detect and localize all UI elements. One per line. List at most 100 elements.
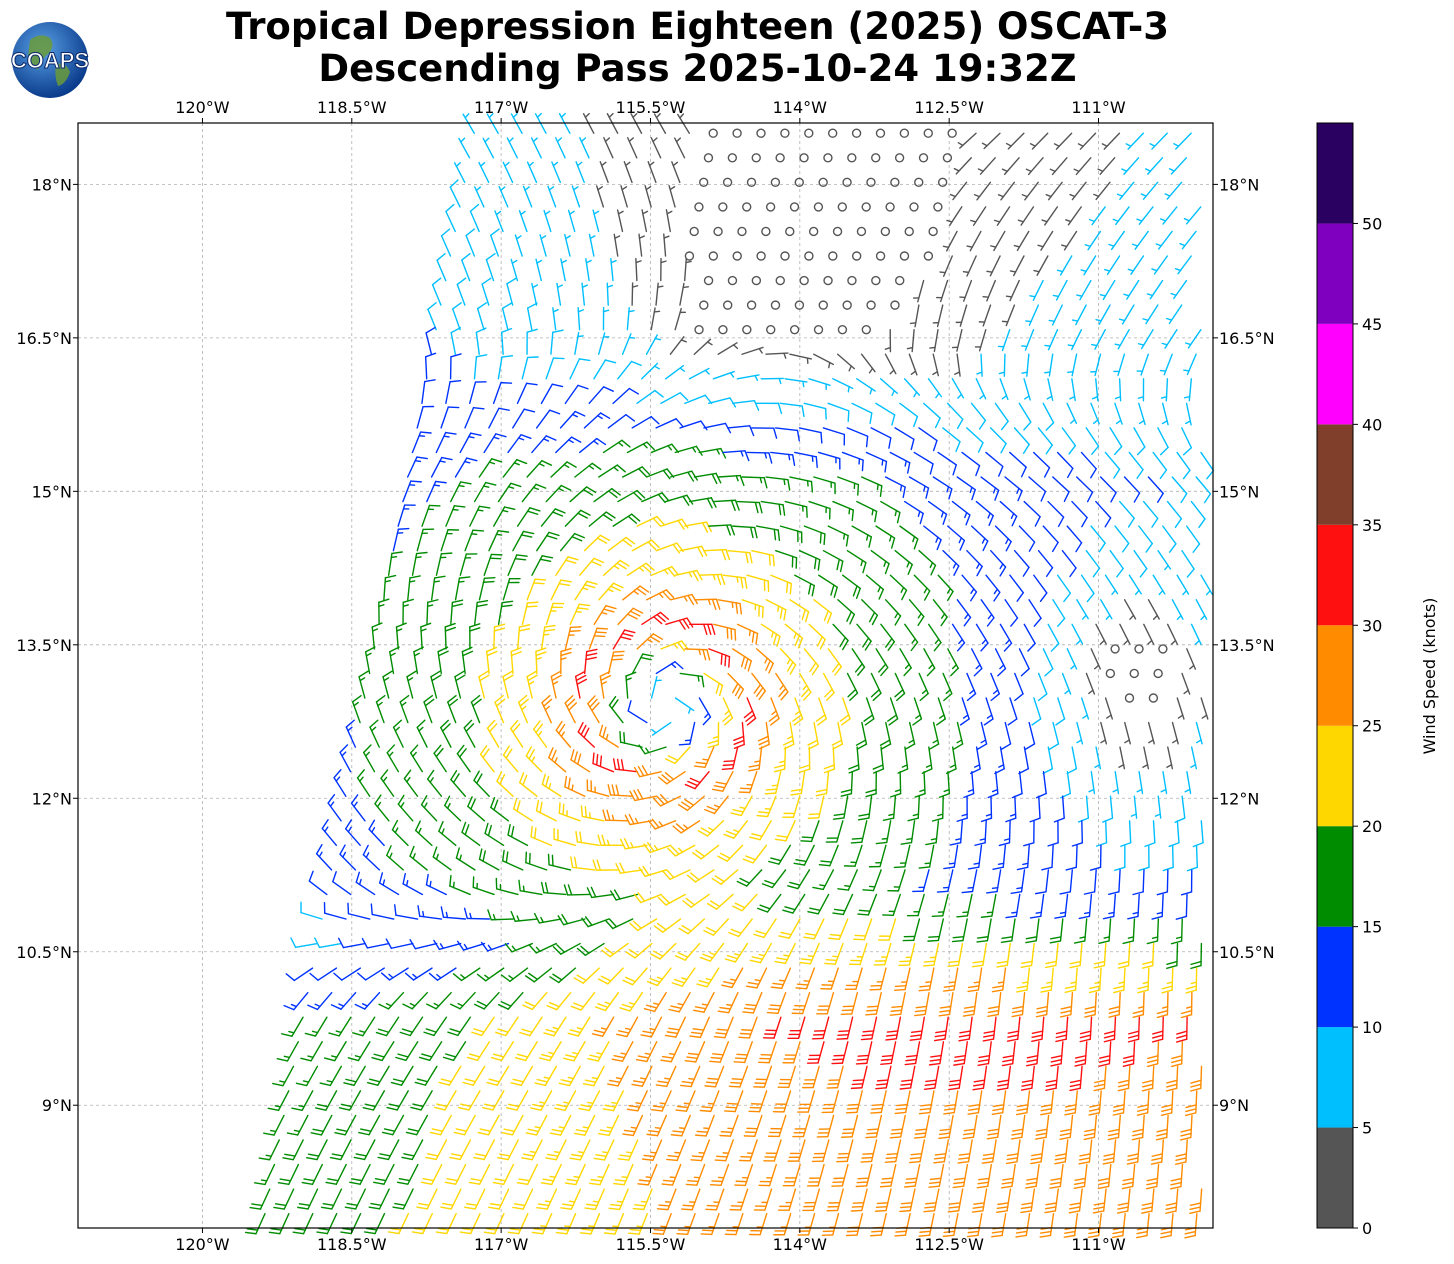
barb-full xyxy=(369,719,379,728)
barb-half xyxy=(779,760,786,764)
wind-barb xyxy=(764,770,782,795)
wind-barb xyxy=(956,893,973,918)
wind-barb xyxy=(848,942,868,966)
wind-barb xyxy=(1025,304,1040,326)
barb-half xyxy=(1152,614,1158,620)
wind-barb xyxy=(470,694,482,724)
barb-full xyxy=(1000,743,1012,750)
barb-half xyxy=(939,714,945,719)
barb-full xyxy=(785,581,789,594)
wind-barb xyxy=(541,694,553,724)
barb-full xyxy=(748,764,761,768)
barb-half xyxy=(949,981,957,984)
barb-full xyxy=(1084,1005,1097,1010)
barb-full xyxy=(970,591,978,602)
wind-barb xyxy=(1098,1041,1112,1067)
barb-half xyxy=(653,365,660,370)
barb-full xyxy=(691,593,698,605)
calm-marker xyxy=(708,128,718,138)
wind-barb xyxy=(1166,942,1179,969)
barb-half xyxy=(535,946,541,952)
barb-full xyxy=(861,459,864,472)
barb-full xyxy=(1132,1013,1145,1019)
wind-barb xyxy=(962,255,977,277)
barb-half xyxy=(560,657,567,661)
barb-half xyxy=(956,739,963,744)
barb-full xyxy=(315,844,323,855)
barb-full xyxy=(468,1053,481,1058)
barb-full xyxy=(518,628,531,632)
wind-barb xyxy=(1113,967,1126,994)
barb-full xyxy=(1055,1030,1068,1035)
wind-barb xyxy=(674,445,703,456)
wind-barb xyxy=(822,672,835,701)
barb-full xyxy=(1055,1034,1068,1039)
barb-full xyxy=(716,1028,729,1031)
wind-barb xyxy=(742,844,768,864)
barb-full xyxy=(725,830,737,836)
barb-half xyxy=(1044,344,1051,347)
wind-barbs xyxy=(244,112,1215,1239)
barb-staff xyxy=(1119,500,1135,519)
wind-barb xyxy=(912,869,930,893)
barb-half xyxy=(565,235,571,240)
wind-barb xyxy=(1104,697,1114,720)
wind-barb xyxy=(1088,206,1106,226)
wind-barb xyxy=(636,515,665,527)
barb-full xyxy=(664,1034,677,1038)
barb-half xyxy=(544,705,550,711)
barb-full xyxy=(560,1079,573,1083)
wind-barb xyxy=(391,819,409,847)
wind-barb xyxy=(885,1016,902,1041)
wind-barb xyxy=(496,771,514,797)
barb-full xyxy=(441,456,453,461)
wind-barb xyxy=(711,869,739,885)
barb-full xyxy=(647,541,657,551)
barb-half xyxy=(1124,739,1130,744)
wind-barb xyxy=(586,886,615,899)
barb-staff xyxy=(1200,451,1215,472)
barb-full xyxy=(569,626,582,629)
barb-half xyxy=(543,1076,551,1080)
barb-full xyxy=(741,1029,753,1032)
wind-barb xyxy=(775,153,785,163)
wind-barb xyxy=(362,744,376,773)
barb-full xyxy=(630,513,641,522)
wind-barb xyxy=(526,670,538,699)
barb-full xyxy=(782,504,786,516)
barb-full xyxy=(632,607,644,614)
barb-half xyxy=(390,555,398,559)
barb-full xyxy=(574,856,578,869)
wind-barb xyxy=(371,1041,395,1062)
barb-full xyxy=(854,663,863,673)
wind-barb xyxy=(1000,918,1016,944)
barb-full xyxy=(500,381,513,384)
wind-barb xyxy=(414,820,433,847)
barb-half xyxy=(736,576,739,583)
barb-full xyxy=(548,747,554,759)
barb-full xyxy=(1142,960,1154,965)
barb-half xyxy=(318,851,323,858)
wind-barb xyxy=(1190,623,1202,645)
barb-half xyxy=(584,112,590,118)
barb-staff xyxy=(966,427,984,444)
barb-half xyxy=(906,346,914,350)
barb-full xyxy=(958,1038,970,1042)
barb-half xyxy=(484,137,490,143)
wind-barb xyxy=(880,500,901,524)
barb-full xyxy=(479,674,490,682)
barb-full xyxy=(655,1084,668,1088)
calm-marker xyxy=(923,128,933,138)
barb-staff xyxy=(588,386,605,405)
barb-full xyxy=(1031,718,1042,726)
wind-barb xyxy=(571,185,581,208)
barb-staff xyxy=(488,407,500,429)
wind-barb xyxy=(1181,672,1191,695)
barb-full xyxy=(749,551,753,564)
barb-staff xyxy=(347,913,371,920)
barb-full xyxy=(616,758,621,771)
barb-full xyxy=(823,610,829,622)
barb-full xyxy=(691,470,698,481)
wind-barb xyxy=(1085,672,1096,695)
wind-barb xyxy=(723,820,748,839)
